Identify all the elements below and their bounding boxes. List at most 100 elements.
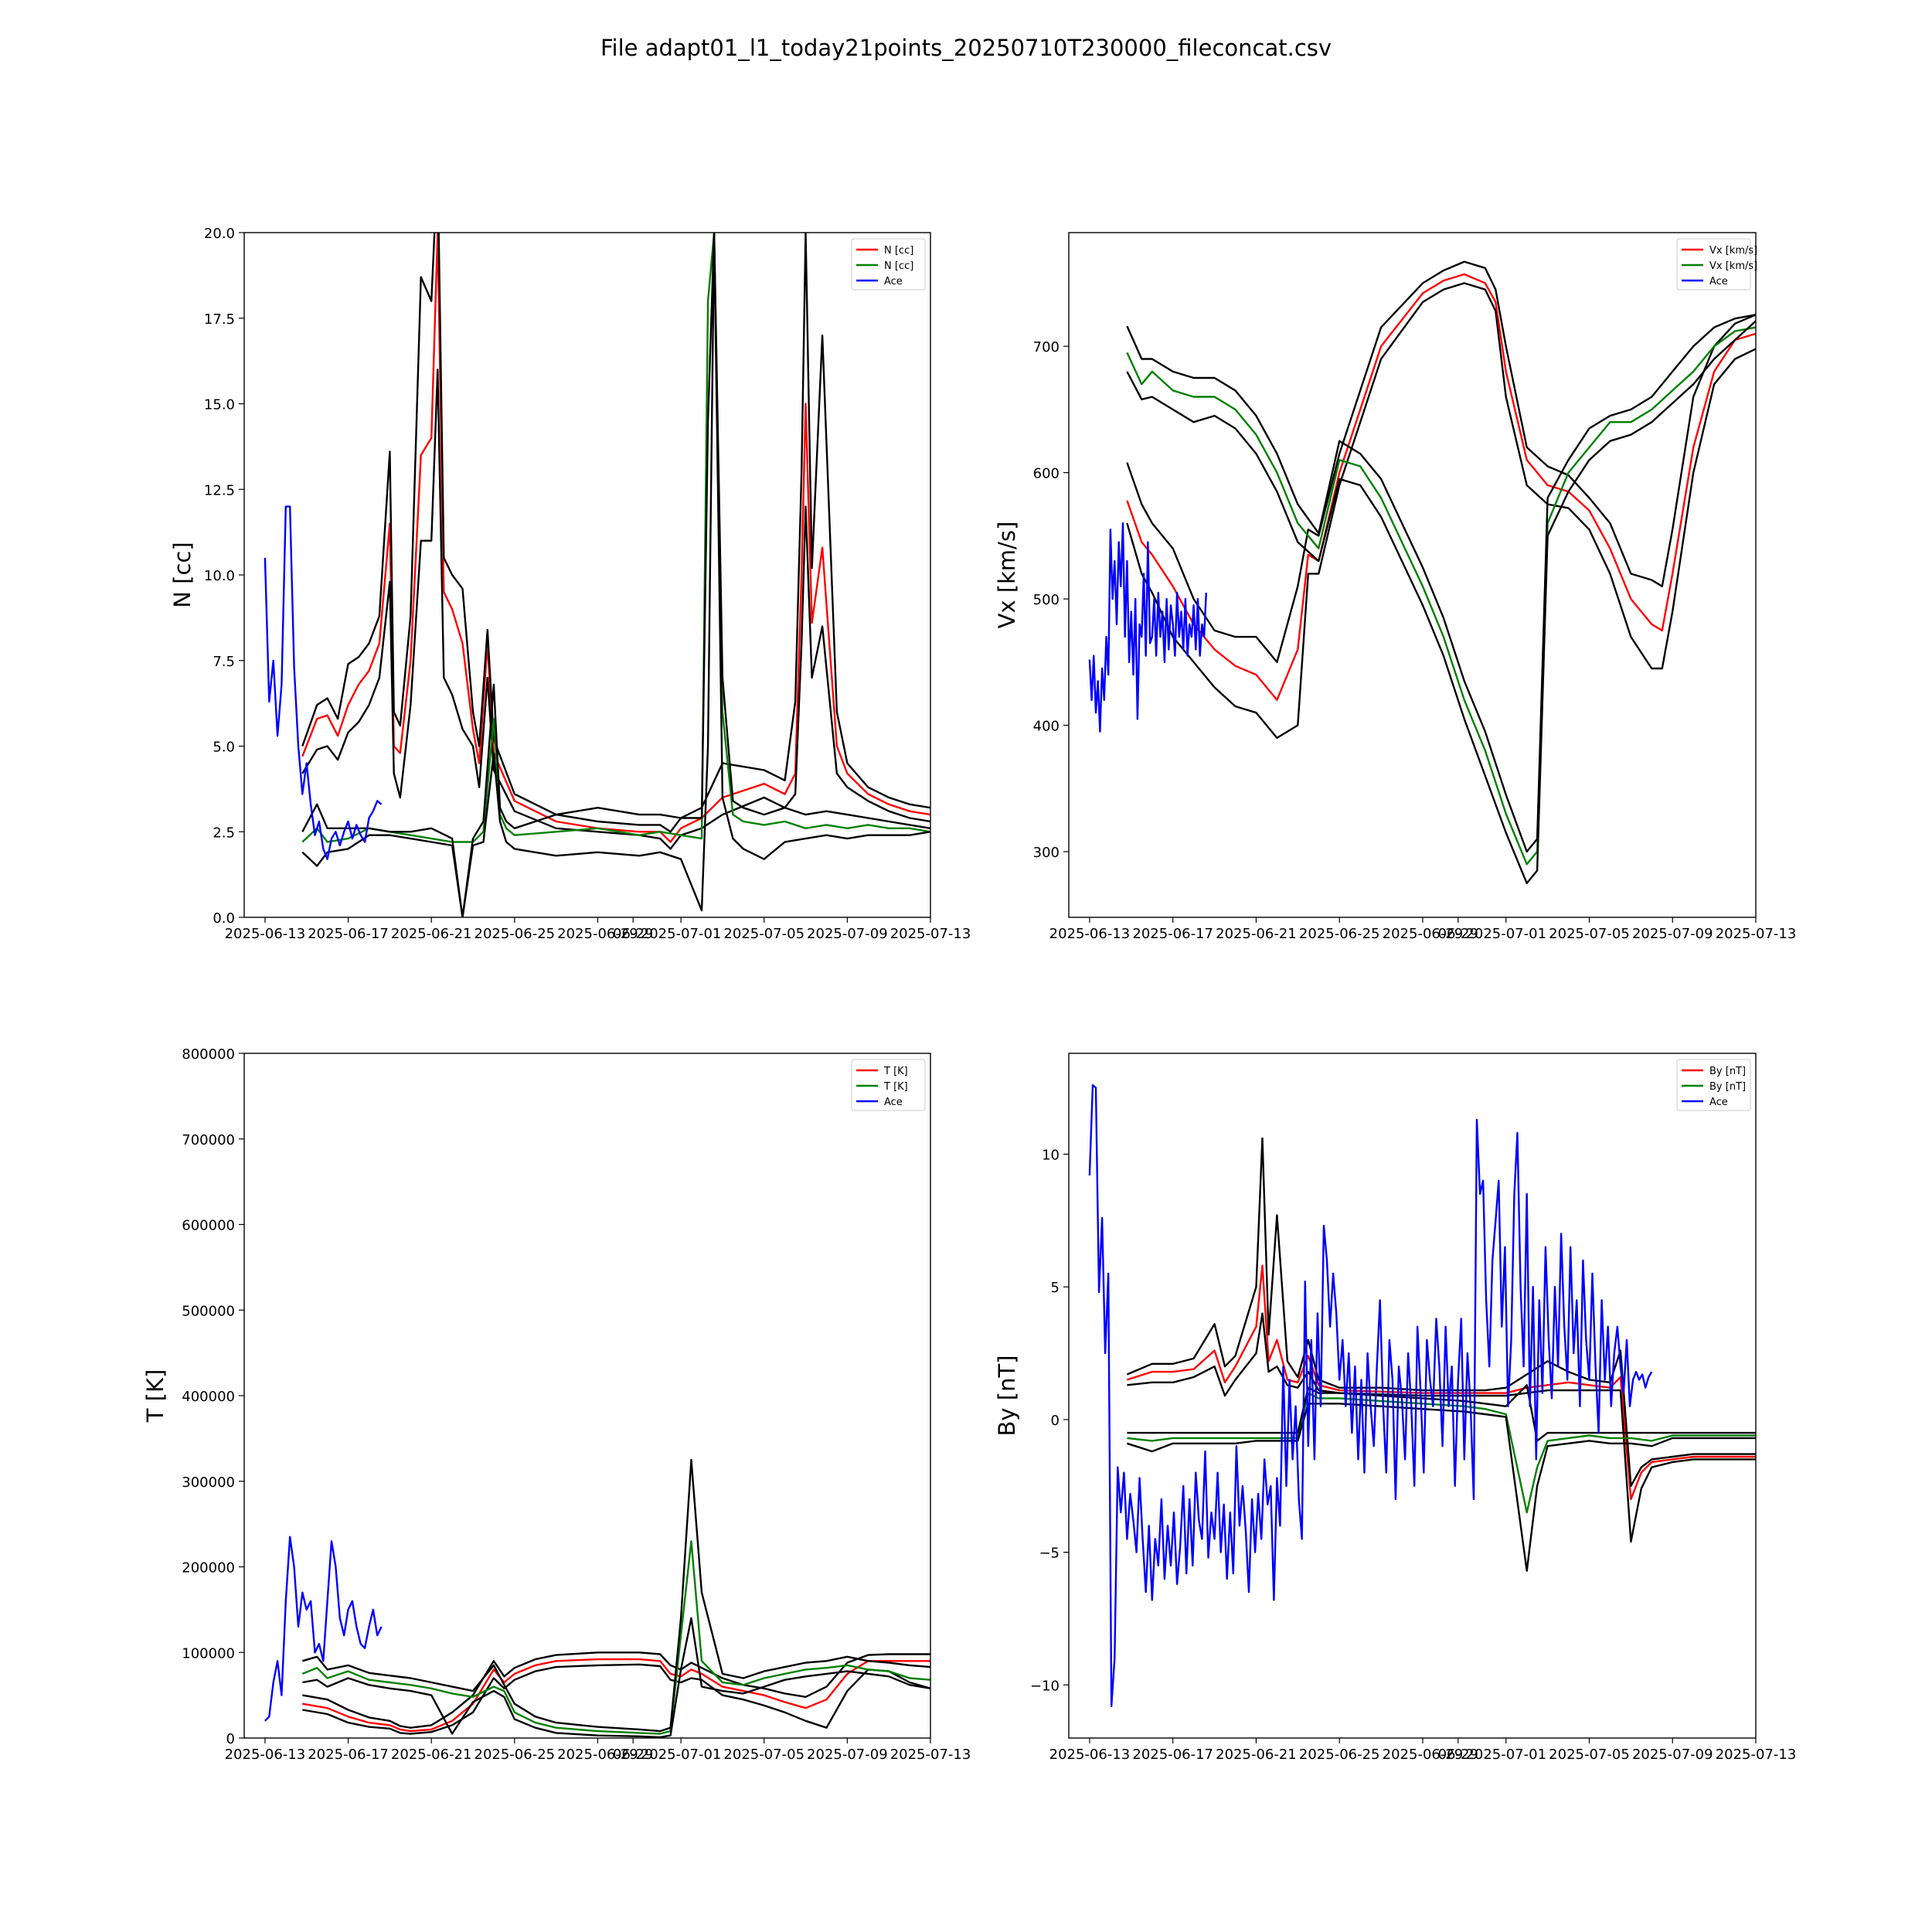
series-group (1088, 260, 1756, 885)
x-tick-label: 06-29 (613, 926, 653, 942)
legend-label: Ace (1709, 1097, 1728, 1108)
series-line-black-4 (301, 1458, 930, 1733)
y-tick-label: 17.5 (204, 311, 235, 328)
x-tick-label: 06-29 (613, 1747, 653, 1763)
y-tick-label: 15.0 (204, 397, 235, 413)
y-tick-label: 0 (226, 1731, 235, 1747)
x-tick-label: 2025-07-13 (1716, 926, 1797, 942)
series-line-green-3 (301, 1540, 930, 1735)
x-tick-label: 2025-06-21 (391, 926, 472, 942)
legend: N [cc] N [cc] Ace (851, 238, 926, 291)
legend-label: Ace (884, 1097, 903, 1108)
x-tick-label: 2025-07-01 (641, 926, 722, 942)
series-group (1088, 1083, 1756, 1708)
y-tick-label: 600 (1033, 466, 1060, 482)
legend-label: T [K] (883, 1066, 908, 1077)
plot-grid: 0.0 2.5 5.0 7.5 10.0 12.5 15.0 17.5 20.0 2025-06-… (142, 226, 1797, 1763)
y-tick-label: 12.5 (204, 482, 235, 498)
legend-label: Vx [km/s] (1709, 245, 1757, 257)
axes-frame (243, 232, 931, 918)
series-line-red-0 (1127, 1264, 1756, 1501)
x-tick-label: 2025-06-25 (1299, 1747, 1380, 1763)
x-tick-label: 06-29 (1438, 926, 1478, 942)
series-group (264, 233, 930, 917)
series-line-black-2 (1127, 1312, 1756, 1543)
legend-box (851, 1059, 926, 1111)
x-tick-label: 2025-07-09 (807, 926, 888, 942)
legend-label: T [K] (883, 1081, 908, 1093)
series-line-black-4 (301, 233, 930, 917)
axes-frame (1068, 232, 1757, 918)
y-tick-label: 0.0 (213, 910, 235, 927)
y-tick-label: 10.0 (204, 568, 235, 584)
legend-label: N [cc] (884, 260, 913, 272)
y-tick-label: −10 (1030, 1678, 1060, 1694)
legend-label: By [nT] (1709, 1081, 1746, 1093)
x-tick-label: 2025-06-25 (474, 1747, 556, 1763)
x-tick-label: 2025-06-17 (1132, 926, 1213, 942)
x-tick-label: 2025-06-17 (308, 926, 389, 942)
x-tick-label: 2025-07-09 (1632, 1747, 1713, 1763)
x-tick-label: 2025-06-21 (1216, 926, 1297, 942)
series-line-red-0 (302, 1658, 930, 1733)
series-group (264, 1458, 930, 1738)
y-tick-label: −5 (1039, 1546, 1060, 1562)
series-line-black-1 (1126, 1137, 1756, 1488)
x-tick-label: 2025-06-21 (1216, 1747, 1297, 1763)
series-line-green-3 (1126, 326, 1756, 866)
legend-label: Vx [km/s] (1709, 260, 1757, 272)
series-line-blue-6 (1088, 1083, 1653, 1708)
x-tick-label: 06-29 (1438, 1747, 1478, 1763)
x-tick-label: 2025-06-13 (225, 926, 306, 942)
y-tick-label: 0 (1051, 1413, 1060, 1429)
x-tick-label: 2025-06-25 (474, 926, 556, 942)
y-tick-label: 300000 (182, 1475, 235, 1491)
x-tick-label: 2025-07-13 (890, 926, 971, 942)
y-axis-label: Vx [km/s] (994, 522, 1020, 629)
series-line-black-1 (301, 233, 930, 833)
x-tick-label: 2025-07-13 (890, 1747, 971, 1763)
x-tick-label: 2025-07-13 (1716, 1747, 1797, 1763)
y-tick-label: 400000 (182, 1389, 235, 1405)
chart-N: 0.0 2.5 5.0 7.5 10.0 12.5 15.0 17.5 20.0 2025-06-… (169, 226, 971, 942)
x-tick-label: 2025-06-29 (1383, 926, 1464, 942)
y-tick-label: 10 (1042, 1147, 1060, 1163)
series-line-black-2 (1126, 282, 1756, 740)
y-tick-label: 100000 (182, 1645, 235, 1662)
x-tick-label: 2025-06-17 (308, 1747, 389, 1763)
legend-label: Ace (884, 276, 903, 287)
y-tick-label: 400 (1033, 719, 1060, 735)
series-line-black-5 (301, 233, 930, 917)
x-tick-label: 2025-07-01 (1465, 1747, 1546, 1763)
series-line-red-0 (1126, 273, 1756, 701)
y-tick-label: 700 (1033, 339, 1060, 355)
x-tick-label: 2025-06-13 (225, 1747, 306, 1763)
x-tick-label: 2025-06-21 (391, 1747, 472, 1763)
x-tick-label: 2025-06-17 (1132, 1747, 1213, 1763)
series-line-red-0 (301, 233, 930, 843)
y-axis-label: By [nT] (994, 1355, 1020, 1437)
y-axis-label: T [K] (142, 1369, 168, 1423)
y-tick-label: 500 (1033, 592, 1060, 608)
figure-title: File adapt01_l1_today21points_20250710T2… (600, 35, 1332, 61)
x-tick-label: 2025-06-25 (1299, 926, 1380, 942)
legend: Vx [km/s] Vx [km/s] Ace (1676, 238, 1757, 291)
x-tick-label: 2025-06-29 (557, 926, 638, 942)
series-line-black-4 (1126, 314, 1756, 853)
x-tick-label: 2025-07-09 (1632, 926, 1713, 942)
legend-box (851, 238, 926, 291)
series-line-black-1 (302, 1651, 930, 1729)
legend-box (1676, 1059, 1751, 1111)
y-tick-label: 500000 (182, 1303, 235, 1319)
legend: T [K] T [K] Ace (851, 1059, 926, 1111)
y-tick-label: 5.0 (213, 740, 235, 756)
legend-label: N [cc] (884, 245, 913, 257)
series-line-black-5 (1126, 320, 1756, 885)
series-line-blue-6 (1088, 522, 1207, 733)
series-line-black-5 (302, 1617, 930, 1738)
series-line-blue-6 (264, 505, 383, 860)
x-tick-label: 2025-06-29 (557, 1747, 638, 1763)
series-line-green-3 (301, 233, 930, 843)
